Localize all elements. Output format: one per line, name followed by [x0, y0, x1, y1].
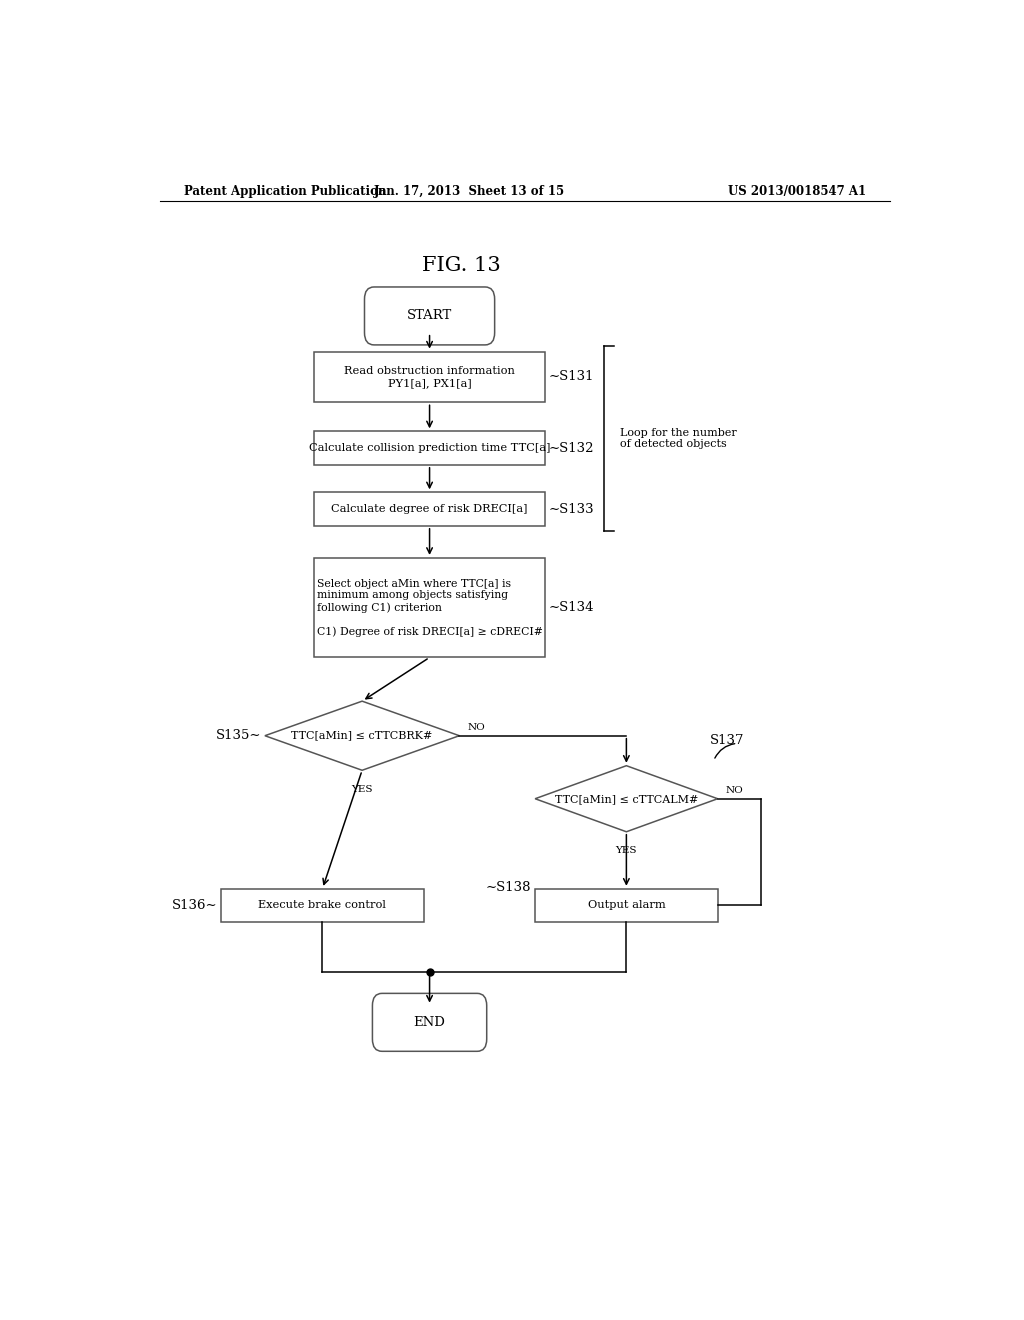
Text: ∼S133: ∼S133	[549, 503, 594, 516]
Text: ∼S138: ∼S138	[485, 880, 531, 894]
Text: Execute brake control: Execute brake control	[258, 900, 386, 911]
Text: START: START	[407, 309, 453, 322]
Text: Select object aMin where TTC[a] is
minimum among objects satisfying
following C1: Select object aMin where TTC[a] is minim…	[316, 578, 543, 636]
Text: Read obstruction information
PY1[a], PX1[a]: Read obstruction information PY1[a], PX1…	[344, 366, 515, 388]
Text: TTC[aMin] ≤ cTTCALM#: TTC[aMin] ≤ cTTCALM#	[555, 793, 698, 804]
Polygon shape	[536, 766, 718, 832]
Text: YES: YES	[351, 784, 373, 793]
Text: FIG. 13: FIG. 13	[422, 256, 501, 275]
Text: TTC[aMin] ≤ cTTCBRK#: TTC[aMin] ≤ cTTCBRK#	[292, 731, 433, 741]
Bar	[314, 558, 545, 657]
Text: ∼S132: ∼S132	[549, 442, 594, 454]
Text: S135∼: S135∼	[215, 729, 261, 742]
Bar	[314, 492, 545, 525]
Text: ∼S131: ∼S131	[549, 371, 594, 383]
Polygon shape	[265, 701, 460, 771]
Text: END: END	[414, 1016, 445, 1028]
Text: ∼S134: ∼S134	[549, 601, 594, 614]
FancyBboxPatch shape	[373, 994, 486, 1051]
Text: YES: YES	[615, 846, 637, 855]
Text: S136∼: S136∼	[172, 899, 217, 912]
Bar	[314, 351, 545, 403]
FancyBboxPatch shape	[365, 286, 495, 345]
Text: S137: S137	[710, 734, 744, 747]
Text: Output alarm: Output alarm	[588, 900, 666, 911]
Text: Jan. 17, 2013  Sheet 13 of 15: Jan. 17, 2013 Sheet 13 of 15	[374, 185, 565, 198]
Text: NO: NO	[467, 723, 485, 733]
Text: Loop for the number
of detected objects: Loop for the number of detected objects	[620, 428, 737, 450]
Text: US 2013/0018547 A1: US 2013/0018547 A1	[728, 185, 866, 198]
Bar	[536, 888, 718, 923]
Text: NO: NO	[726, 787, 743, 795]
Bar	[314, 432, 545, 465]
Text: Patent Application Publication: Patent Application Publication	[183, 185, 386, 198]
Text: Calculate collision prediction time TTC[a]: Calculate collision prediction time TTC[…	[309, 444, 550, 453]
Bar	[221, 888, 424, 923]
Text: Calculate degree of risk DRECI[a]: Calculate degree of risk DRECI[a]	[332, 504, 527, 513]
